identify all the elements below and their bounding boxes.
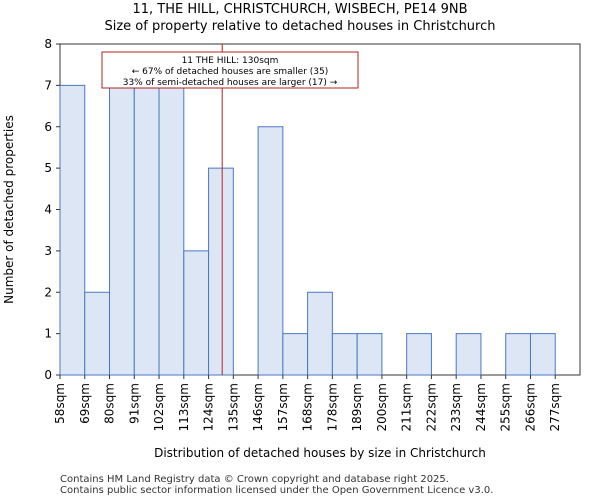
x-tick-label-255sqm: 255sqm: [499, 383, 513, 431]
bar-113sqm: [183, 250, 210, 376]
chart: 0 1 2 3 4 5 6 7 8 58sqm 69sqm 80sqm 91sqm 102sqm 113sq…: [2, 37, 581, 460]
footer-licence: Contains public sector information licen…: [60, 485, 494, 496]
bar-146sqm: [257, 126, 284, 376]
annotation-box: [101, 51, 359, 89]
chart-title: 11, THE HILL, CHRISTCHURCH, WISBECH, PE1…: [132, 2, 468, 17]
x-tick-label-91sqm: 91sqm: [127, 383, 141, 424]
x-tick-label-178sqm: 178sqm: [325, 383, 339, 431]
annotation-line-2: ← 67% of detached houses are smaller (35…: [132, 67, 329, 77]
annotation-line-3: 33% of semi-detached houses are larger (…: [123, 78, 338, 88]
bar-124sqm: [208, 167, 234, 376]
y-tick-label-7: 7: [44, 78, 52, 92]
bar-58sqm: [59, 84, 86, 376]
y-tick-label-0: 0: [44, 368, 52, 382]
x-tick-label-200sqm: 200sqm: [375, 383, 389, 431]
x-tick-label-277sqm: 277sqm: [548, 383, 562, 431]
x-tick-label-124sqm: 124sqm: [202, 383, 216, 431]
x-tick-label-233sqm: 233sqm: [449, 383, 463, 431]
footer-copyright: Contains HM Land Registry data © Crown c…: [60, 474, 449, 485]
bar-157sqm: [282, 333, 309, 376]
y-axis-label: Number of detached properties: [2, 115, 16, 304]
annotation-line-1: 11 THE HILL: 130sqm: [182, 56, 279, 66]
bar-233sqm: [455, 333, 482, 376]
chart-subtitle: Size of property relative to detached ho…: [104, 19, 496, 34]
y-tick-label-6: 6: [44, 120, 52, 134]
x-tick-label-146sqm: 146sqm: [251, 383, 265, 431]
y-tick-label-2: 2: [44, 285, 52, 299]
y-tick-label-8: 8: [44, 37, 52, 51]
y-tick-label-4: 4: [44, 203, 52, 217]
bar-255sqm: [505, 333, 531, 376]
bar-91sqm: [133, 84, 160, 376]
x-tick-label-80sqm: 80sqm: [103, 383, 117, 424]
y-tick-label-3: 3: [44, 244, 52, 258]
x-tick-label-189sqm: 189sqm: [350, 383, 364, 431]
x-tick-label-266sqm: 266sqm: [523, 383, 537, 431]
x-tick-label-211sqm: 211sqm: [400, 383, 414, 431]
bar-178sqm: [331, 333, 358, 376]
bar-80sqm: [109, 84, 135, 376]
x-axis-label: Distribution of detached houses by size …: [154, 446, 486, 460]
x-tick-label-222sqm: 222sqm: [424, 383, 438, 431]
x-tick-label-168sqm: 168sqm: [301, 383, 315, 431]
x-tick-label-157sqm: 157sqm: [276, 383, 290, 431]
x-tick-label-135sqm: 135sqm: [226, 383, 240, 431]
x-tick-label-113sqm: 113sqm: [177, 383, 191, 431]
bar-168sqm: [307, 291, 333, 376]
bar-102sqm: [158, 84, 185, 376]
bar-266sqm: [529, 333, 556, 376]
x-tick-label-102sqm: 102sqm: [152, 383, 166, 431]
bar-211sqm: [406, 333, 432, 376]
x-tick-label-244sqm: 244sqm: [474, 383, 488, 431]
y-tick-label-1: 1: [44, 327, 52, 341]
x-tick-label-69sqm: 69sqm: [78, 383, 92, 424]
x-tick-label-58sqm: 58sqm: [53, 383, 67, 424]
bar-189sqm: [356, 333, 383, 376]
y-tick-label-5: 5: [44, 161, 52, 175]
bar-69sqm: [84, 291, 111, 376]
